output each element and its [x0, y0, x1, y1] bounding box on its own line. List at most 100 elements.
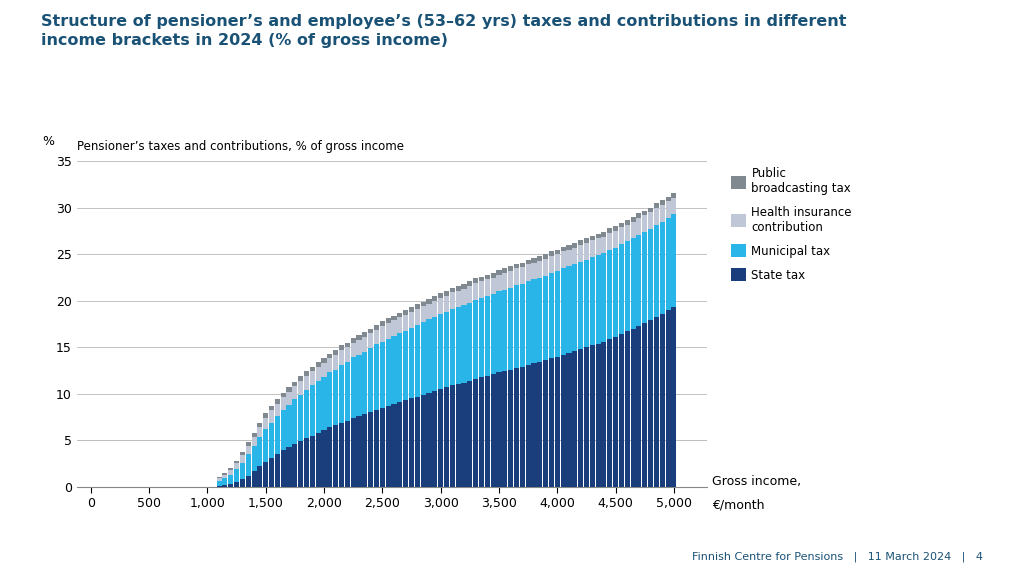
- Bar: [613, 226, 618, 231]
- Bar: [234, 469, 240, 482]
- Bar: [584, 260, 589, 347]
- Bar: [269, 423, 274, 458]
- Bar: [252, 471, 257, 487]
- Bar: [374, 329, 379, 344]
- Bar: [252, 446, 257, 471]
- Bar: [555, 249, 560, 254]
- Bar: [409, 328, 414, 399]
- Bar: [531, 279, 537, 363]
- Bar: [525, 281, 530, 365]
- Bar: [543, 254, 548, 259]
- Bar: [631, 222, 636, 238]
- Bar: [415, 396, 420, 487]
- Bar: [350, 338, 355, 343]
- Bar: [356, 340, 361, 355]
- Bar: [484, 275, 489, 279]
- Bar: [246, 442, 251, 446]
- Bar: [426, 304, 431, 319]
- Bar: [659, 205, 665, 222]
- Bar: [613, 248, 618, 337]
- Bar: [240, 463, 245, 479]
- Bar: [391, 336, 396, 404]
- Bar: [636, 326, 641, 487]
- Bar: [426, 393, 431, 487]
- Bar: [549, 273, 554, 358]
- Bar: [520, 263, 525, 267]
- Bar: [374, 325, 379, 329]
- Bar: [234, 461, 240, 464]
- Bar: [456, 290, 461, 307]
- Bar: [659, 200, 665, 205]
- Bar: [386, 406, 391, 487]
- Bar: [672, 307, 677, 487]
- Bar: [648, 208, 653, 213]
- Bar: [287, 405, 292, 447]
- Bar: [263, 418, 268, 429]
- Bar: [240, 452, 245, 455]
- Bar: [450, 385, 455, 487]
- Bar: [403, 331, 409, 400]
- Bar: [386, 323, 391, 339]
- Bar: [397, 317, 402, 334]
- Bar: [409, 312, 414, 328]
- Bar: [228, 484, 233, 487]
- Bar: [328, 427, 333, 487]
- Bar: [560, 268, 565, 355]
- Bar: [508, 266, 513, 271]
- Bar: [560, 252, 565, 268]
- Text: %: %: [42, 135, 54, 148]
- Bar: [525, 365, 530, 487]
- Bar: [368, 348, 374, 412]
- Bar: [292, 399, 297, 444]
- Bar: [484, 279, 489, 296]
- Bar: [607, 233, 612, 249]
- Text: €/month: €/month: [712, 498, 764, 511]
- Bar: [514, 268, 519, 285]
- Bar: [508, 288, 513, 370]
- Bar: [525, 260, 530, 264]
- Bar: [228, 475, 233, 484]
- Bar: [607, 228, 612, 233]
- Bar: [263, 429, 268, 461]
- Bar: [456, 286, 461, 290]
- Bar: [432, 301, 437, 317]
- Bar: [362, 337, 368, 352]
- Bar: [222, 473, 227, 475]
- Bar: [450, 309, 455, 385]
- Bar: [572, 248, 578, 264]
- Bar: [304, 372, 309, 376]
- Bar: [415, 325, 420, 396]
- Bar: [362, 352, 368, 414]
- Bar: [462, 305, 467, 382]
- Bar: [386, 319, 391, 323]
- Bar: [631, 238, 636, 329]
- Bar: [631, 217, 636, 222]
- Bar: [438, 293, 443, 298]
- Bar: [274, 399, 280, 404]
- Bar: [234, 482, 240, 487]
- Bar: [345, 347, 350, 362]
- Bar: [479, 281, 484, 298]
- Bar: [350, 343, 355, 358]
- Bar: [636, 235, 641, 326]
- Bar: [654, 317, 659, 487]
- Bar: [654, 203, 659, 208]
- Bar: [333, 425, 338, 487]
- Bar: [356, 335, 361, 340]
- Bar: [444, 387, 450, 487]
- Bar: [322, 363, 327, 377]
- Bar: [636, 213, 641, 218]
- Bar: [618, 223, 624, 228]
- Bar: [438, 314, 443, 389]
- Bar: [421, 306, 426, 322]
- Bar: [654, 208, 659, 225]
- Bar: [397, 334, 402, 402]
- Bar: [257, 466, 262, 487]
- Bar: [269, 411, 274, 423]
- Text: Gross income,: Gross income,: [712, 475, 801, 488]
- Bar: [642, 211, 647, 215]
- Bar: [473, 278, 478, 283]
- Bar: [397, 402, 402, 487]
- Bar: [426, 319, 431, 393]
- Bar: [484, 376, 489, 487]
